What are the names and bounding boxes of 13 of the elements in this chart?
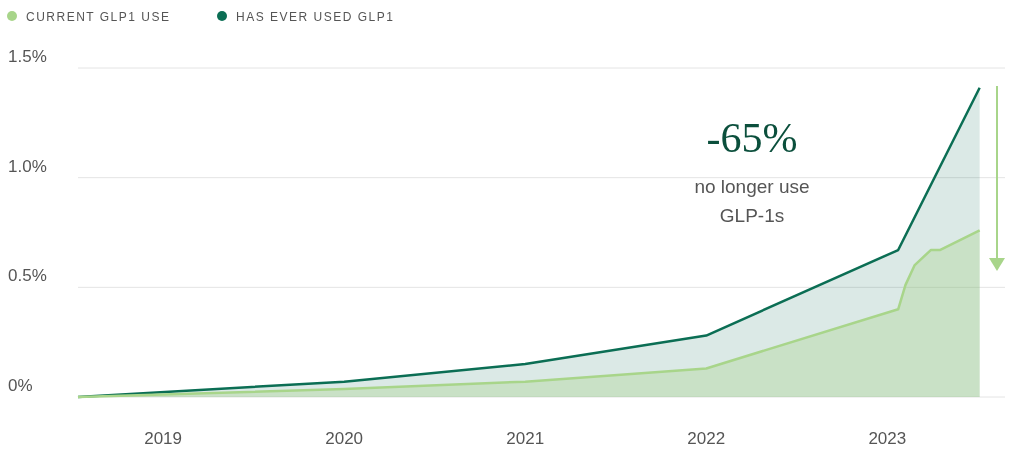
legend-label: CURRENT GLP1 USE <box>26 10 171 24</box>
x-tick-label: 2019 <box>144 429 183 448</box>
y-tick-label: 0% <box>8 376 33 395</box>
x-tick-label: 2023 <box>868 429 907 448</box>
annotation: no longer use GLP-1s <box>694 176 810 226</box>
y-tick-label: 1.0% <box>8 156 47 176</box>
x-tick-label: 2022 <box>687 429 726 448</box>
y-tick-label: 0.5% <box>8 266 47 286</box>
x-tick-label: 2021 <box>506 429 545 448</box>
legend-label: HAS EVER USED GLP1 <box>236 10 395 24</box>
x-tick-label: 2020 <box>325 429 364 448</box>
y-tick-label: 1.5% <box>8 47 47 66</box>
annotation: -65% <box>706 115 798 161</box>
